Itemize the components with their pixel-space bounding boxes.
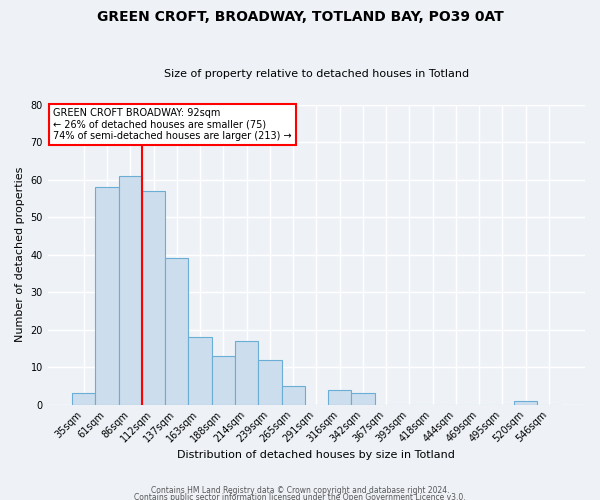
X-axis label: Distribution of detached houses by size in Totland: Distribution of detached houses by size … <box>178 450 455 460</box>
Bar <box>72 394 95 404</box>
Bar <box>165 258 188 404</box>
Bar <box>258 360 281 405</box>
Bar <box>351 394 374 404</box>
Bar <box>142 191 165 404</box>
Bar <box>328 390 351 404</box>
Bar <box>188 337 212 404</box>
Bar <box>514 401 538 404</box>
Y-axis label: Number of detached properties: Number of detached properties <box>15 167 25 342</box>
Text: GREEN CROFT, BROADWAY, TOTLAND BAY, PO39 0AT: GREEN CROFT, BROADWAY, TOTLAND BAY, PO39… <box>97 10 503 24</box>
Title: Size of property relative to detached houses in Totland: Size of property relative to detached ho… <box>164 69 469 79</box>
Bar <box>235 341 258 404</box>
Text: Contains public sector information licensed under the Open Government Licence v3: Contains public sector information licen… <box>134 494 466 500</box>
Bar <box>281 386 305 404</box>
Text: Contains HM Land Registry data © Crown copyright and database right 2024.: Contains HM Land Registry data © Crown c… <box>151 486 449 495</box>
Bar <box>119 176 142 404</box>
Bar <box>212 356 235 405</box>
Text: GREEN CROFT BROADWAY: 92sqm
← 26% of detached houses are smaller (75)
74% of sem: GREEN CROFT BROADWAY: 92sqm ← 26% of det… <box>53 108 292 141</box>
Bar <box>95 187 119 404</box>
